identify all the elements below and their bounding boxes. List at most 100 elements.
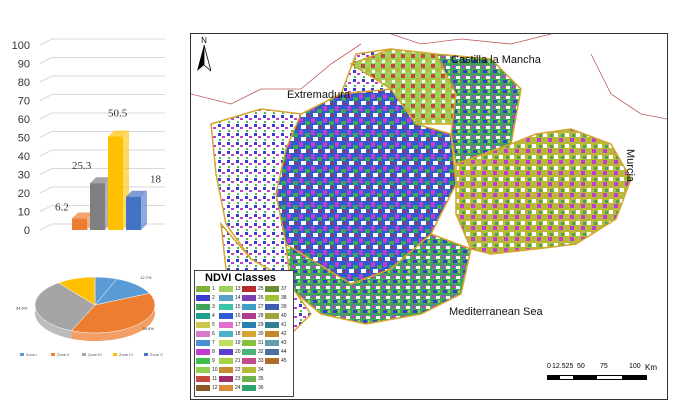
bar-top (108, 130, 129, 137)
legend-swatch (242, 322, 256, 328)
legend-label: 10 (212, 367, 218, 373)
legend-swatch (219, 385, 233, 391)
legend-item: 32 (242, 348, 273, 356)
legend-item: 43 (265, 339, 296, 347)
legend-label: 37 (281, 286, 287, 292)
legend-label: 43 (281, 340, 287, 346)
bar (72, 218, 87, 230)
legend-swatch (219, 304, 233, 310)
legend-swatch (219, 358, 233, 364)
legend-label: 26 (258, 295, 264, 301)
legend-swatch (196, 376, 210, 382)
legend-swatch (219, 286, 233, 292)
scale-track (547, 375, 647, 380)
scale-labels: 0 12.525 50 75 100 (547, 363, 647, 373)
legend-item: 6 (196, 330, 227, 338)
legend-item: 41 (265, 321, 296, 329)
legend-label: 2 (212, 295, 215, 301)
legend-label: 25 (258, 286, 264, 292)
legend-label: 21 (235, 358, 241, 364)
scale-bar: 0 12.525 50 75 100 Km (547, 363, 657, 391)
y-tick-label: 20 (18, 188, 30, 200)
legend-item: 20 (219, 348, 250, 356)
legend-item: 21 (219, 357, 250, 365)
legend-label: 35 (258, 376, 264, 382)
legend-swatch (219, 331, 233, 337)
legend-swatch (265, 322, 279, 328)
legend-swatch (265, 358, 279, 364)
legend-item: 42 (265, 330, 296, 338)
legend-label: 4 (212, 313, 215, 319)
map-canvas (191, 34, 667, 335)
region-south (285, 233, 472, 325)
pie-legend-label: Zone V (150, 352, 163, 357)
legend-label: 12 (212, 385, 218, 391)
legend-label: 36 (258, 385, 264, 391)
legend-label: 8 (212, 349, 215, 355)
legend-item: 45 (265, 357, 296, 365)
bar (90, 183, 105, 230)
legend-item: 31 (242, 339, 273, 347)
bar-chart: 0 10 20 30 40 50 60 70 80 90 100 6.2 25.3 50.5 18 (0, 30, 175, 245)
legend-label: 42 (281, 331, 287, 337)
pie-legend-swatch (20, 353, 24, 356)
label-extremadura: Extremadura (287, 89, 350, 101)
bar-top (72, 212, 93, 219)
legend-swatch (219, 349, 233, 355)
bar-value-label: 25.3 (72, 160, 92, 172)
legend-item: 40 (265, 312, 296, 320)
legend-item: 1 (196, 285, 227, 293)
legend-label: 5 (212, 322, 215, 328)
legend-item: 15 (219, 303, 250, 311)
legend-label: 30 (258, 331, 264, 337)
pie-legend-label: Zone II (57, 352, 69, 357)
legend-swatch (196, 340, 210, 346)
legend-swatch (196, 313, 210, 319)
boundary-castilla (390, 34, 552, 45)
legend-swatch (242, 358, 256, 364)
y-tick-label: 80 (18, 77, 30, 89)
legend-label: 17 (235, 322, 241, 328)
scale-tick-label: 12.525 (552, 363, 574, 370)
region-east (455, 128, 632, 255)
legend-item: 17 (219, 321, 250, 329)
legend-swatch (196, 385, 210, 391)
legend-item: 18 (219, 330, 250, 338)
legend-swatch (196, 322, 210, 328)
legend-swatch (219, 295, 233, 301)
legend-swatch (265, 313, 279, 319)
legend-label: 33 (258, 358, 264, 364)
bar-side (141, 190, 147, 230)
legend-label: 6 (212, 331, 215, 337)
legend-swatch (265, 295, 279, 301)
legend-label: 23 (235, 376, 241, 382)
legend-item: 5 (196, 321, 227, 329)
pie-slice-label: 39.9% (142, 326, 154, 331)
legend-label: 32 (258, 349, 264, 355)
pie-legend-label: Zone III (88, 352, 102, 357)
legend-item: 22 (219, 366, 250, 374)
north-arrow-icon (197, 44, 212, 73)
legend-swatch (242, 376, 256, 382)
legend-item: 16 (219, 312, 250, 320)
legend-swatch (242, 331, 256, 337)
legend-item: 13 (219, 285, 250, 293)
legend-swatch (265, 286, 279, 292)
y-tick-label: 70 (18, 96, 30, 108)
legend-swatch (196, 304, 210, 310)
y-tick-label: 100 (12, 40, 30, 52)
legend-swatch (265, 349, 279, 355)
legend-item: 26 (242, 294, 273, 302)
pie-slice-label: 12.7% (140, 275, 152, 280)
legend-item: 24 (219, 384, 250, 392)
legend-label: 13 (235, 286, 241, 292)
legend-item: 34 (242, 366, 273, 374)
legend-label: 7 (212, 340, 215, 346)
boundary-extremadura (191, 43, 362, 105)
legend-swatch (265, 304, 279, 310)
boundary-murcia (590, 53, 667, 120)
legend-swatch (196, 367, 210, 373)
pie-slice (57, 276, 96, 306)
legend-item: 25 (242, 285, 273, 293)
scale-unit: Km (645, 363, 657, 372)
